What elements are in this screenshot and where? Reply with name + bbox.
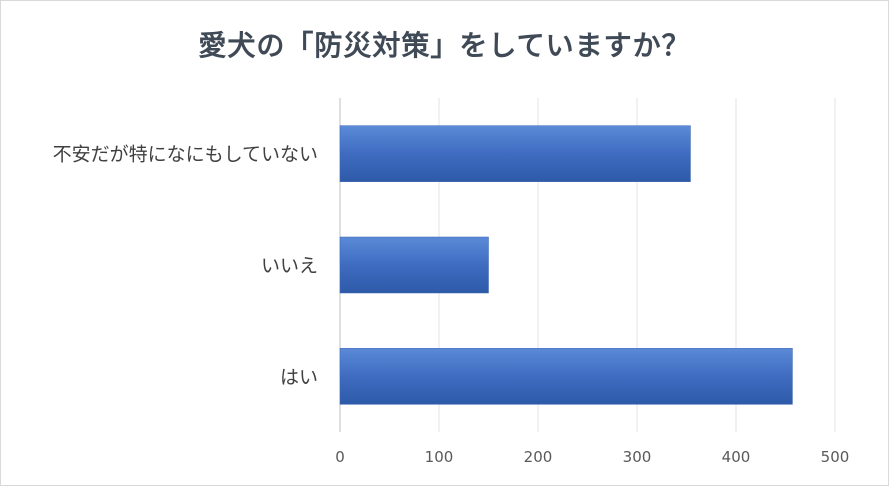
x-tick-label: 300 [623, 448, 652, 466]
bar [339, 236, 489, 294]
bar [339, 348, 793, 405]
chart-title: 愛犬の「防災対策」をしていますか？ [198, 29, 691, 62]
x-tick-labels: 0 100 200 300 400 500 [335, 448, 849, 466]
category-label: 不安だが特になにもしていない [53, 144, 318, 166]
x-tick-label: 200 [524, 448, 553, 466]
bars [339, 125, 793, 405]
bar [339, 125, 691, 182]
x-tick-label: 400 [722, 448, 751, 466]
x-tick-label: 500 [821, 448, 850, 466]
category-label: はい [280, 366, 318, 388]
category-label: いいえ [261, 255, 318, 277]
x-tick-label: 100 [425, 448, 454, 466]
x-tick-label: 0 [335, 448, 345, 466]
